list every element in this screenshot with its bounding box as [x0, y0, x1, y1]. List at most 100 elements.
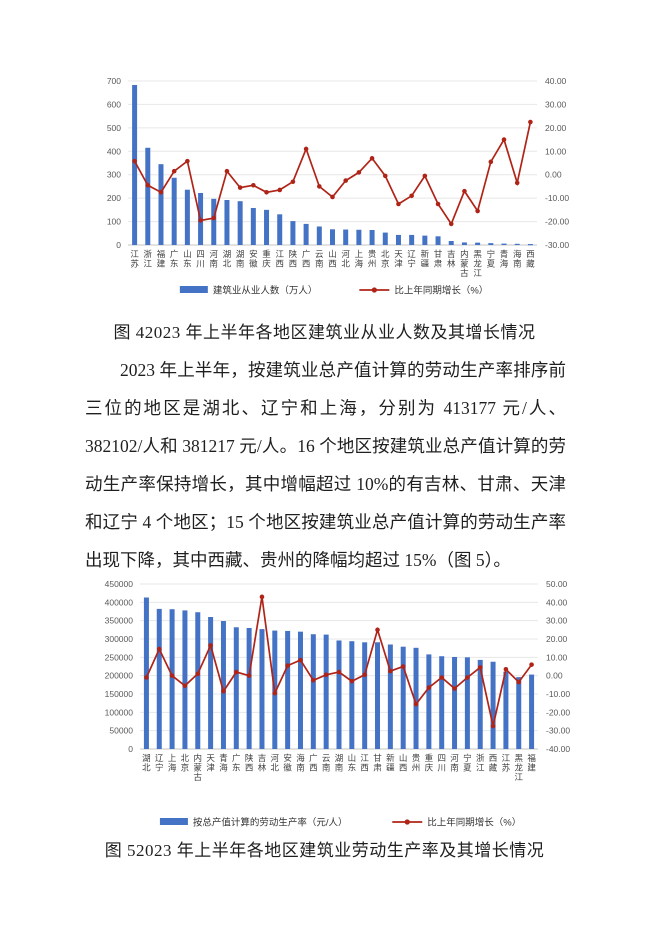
svg-text:建: 建: [157, 259, 166, 269]
data-point-marker: [330, 194, 335, 200]
svg-text:西: 西: [399, 763, 408, 773]
svg-text:林: 林: [258, 763, 267, 773]
data-point-marker: [171, 168, 177, 174]
bar: [435, 236, 441, 245]
bar: [264, 209, 270, 245]
data-point-marker: [409, 193, 414, 199]
svg-text:四: 四: [196, 249, 205, 259]
legend-line-label: 比上年同期增长（%）: [427, 817, 521, 829]
svg-text:海: 海: [513, 249, 522, 259]
svg-text:江: 江: [130, 249, 139, 259]
bar: [323, 634, 329, 749]
bar: [171, 177, 177, 245]
bar: [356, 229, 362, 245]
svg-text:湖: 湖: [335, 753, 344, 763]
svg-text:-10.00: -10.00: [546, 689, 570, 699]
svg-text:吉: 吉: [447, 249, 456, 259]
bar: [413, 647, 419, 749]
bar: [158, 164, 164, 245]
svg-text:0: 0: [116, 240, 121, 250]
svg-text:山: 山: [348, 753, 357, 763]
svg-text:10.00: 10.00: [546, 652, 568, 662]
figure4-caption: 图 42023 年上半年各地区建筑业从业人数及其增长情况: [113, 323, 536, 342]
svg-text:云: 云: [322, 753, 331, 763]
data-point-marker: [343, 178, 348, 183]
svg-text:贵: 贵: [412, 753, 421, 763]
svg-text:陕: 陕: [245, 753, 254, 763]
bar: [259, 629, 265, 749]
svg-text:南: 南: [296, 763, 305, 773]
data-point-marker: [264, 189, 269, 195]
svg-text:700: 700: [107, 76, 121, 86]
bar: [208, 617, 214, 749]
svg-text:京: 京: [381, 259, 390, 269]
bar: [422, 235, 428, 245]
data-point-marker: [336, 669, 342, 675]
svg-text:西: 西: [275, 259, 284, 269]
bar: [514, 243, 520, 246]
growth-line-series: [144, 594, 534, 729]
svg-text:苏: 苏: [130, 259, 139, 269]
svg-text:重: 重: [262, 249, 271, 259]
legend-bar-label: 建筑业从业人数（万人）: [213, 285, 318, 297]
svg-text:江: 江: [473, 268, 482, 278]
svg-text:安: 安: [249, 249, 258, 259]
svg-text:浙: 浙: [476, 753, 485, 763]
bar: [182, 610, 188, 749]
data-point-marker: [439, 675, 445, 680]
legend-line-marker: [404, 819, 410, 825]
data-point-marker: [169, 673, 175, 678]
svg-text:湖: 湖: [223, 249, 232, 259]
data-point-marker: [221, 688, 226, 694]
data-point-marker: [158, 189, 164, 195]
svg-text:北: 北: [223, 259, 232, 269]
svg-text:250000: 250000: [105, 652, 134, 662]
data-point-marker: [448, 221, 454, 227]
bar: [195, 612, 201, 749]
data-point-marker: [462, 188, 467, 194]
data-point-marker: [298, 657, 303, 663]
data-point-marker: [356, 170, 362, 175]
svg-text:西: 西: [526, 249, 535, 259]
svg-text:州: 州: [368, 259, 377, 269]
svg-text:30.00: 30.00: [546, 616, 568, 626]
svg-text:津: 津: [206, 763, 215, 773]
data-point-marker: [251, 182, 256, 188]
data-point-marker: [224, 168, 230, 174]
svg-text:40.00: 40.00: [546, 597, 568, 607]
bar: [246, 628, 252, 749]
svg-text:蒙: 蒙: [194, 763, 203, 773]
svg-text:河: 河: [271, 753, 280, 763]
data-point-marker: [477, 665, 483, 670]
bar: [316, 226, 322, 245]
svg-text:山: 山: [183, 249, 192, 259]
chart-legend: 按总产值计算的劳动生产率（元/人） 比上年同期增长（%）: [159, 817, 521, 829]
bar: [211, 198, 217, 245]
svg-text:350000: 350000: [105, 616, 134, 626]
bar: [237, 201, 243, 245]
svg-text:浙: 浙: [144, 249, 153, 259]
bars-series: [143, 597, 535, 749]
figure5-caption: 图 52023 年上半年各地区建筑业劳动生产率及其增长情况: [104, 841, 545, 860]
svg-text:20.00: 20.00: [545, 123, 567, 133]
svg-text:南: 南: [315, 259, 324, 269]
svg-text:江: 江: [476, 763, 485, 773]
bar: [169, 609, 175, 749]
bar: [461, 242, 467, 245]
svg-text:藏: 藏: [526, 259, 535, 269]
data-point-marker: [237, 185, 243, 190]
svg-text:建: 建: [527, 763, 536, 773]
svg-text:津: 津: [394, 259, 403, 269]
svg-text:河: 河: [450, 753, 459, 763]
svg-text:-20.00: -20.00: [545, 217, 569, 227]
svg-text:北: 北: [271, 763, 280, 773]
y-axis-right-tick-labels: 40.00 30.00 20.00 10.00 0.00 -10.00 -20.00 -30.…: [545, 76, 569, 250]
svg-text:古: 古: [460, 268, 469, 278]
figure5-productivity-chart: 450000 400000 350000 300000 250000 200000 1500…: [0, 572, 649, 835]
svg-text:河: 河: [210, 249, 219, 259]
bar: [501, 243, 507, 245]
svg-text:徽: 徽: [249, 259, 258, 269]
legend-bar-swatch: [179, 286, 208, 293]
svg-text:西: 西: [309, 763, 318, 773]
bar: [490, 661, 496, 749]
